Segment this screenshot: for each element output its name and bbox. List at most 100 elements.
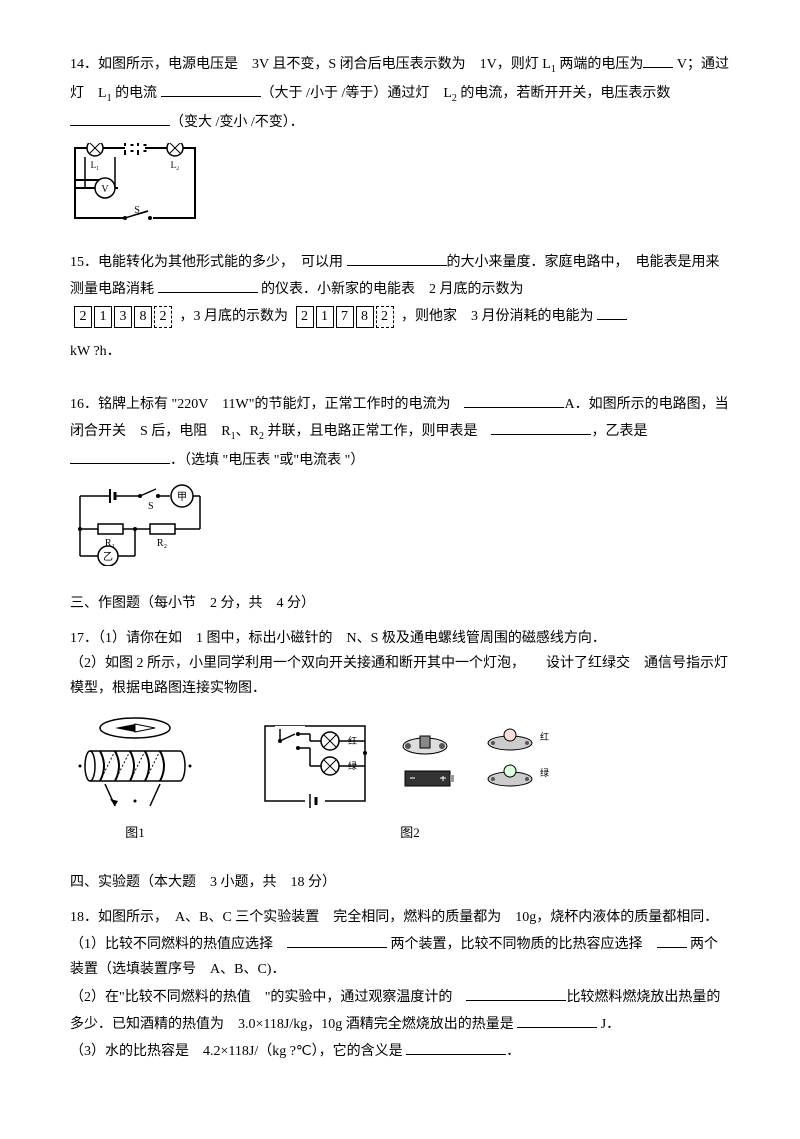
q15-unit: kW ?h．: [70, 339, 730, 364]
svg-text:V: V: [101, 184, 109, 195]
fig2-label: 图2: [400, 821, 420, 844]
q16-blank1: [464, 390, 564, 408]
q15-t7: ，3 月底的示数为: [180, 309, 289, 324]
q18-s2-label: （2）在"比较不同燃料的热值: [70, 990, 251, 1005]
q15-text: 15．电能转化为其他形式能的多少， 可以用 的大小来量度．家庭电路中， 电能表是…: [70, 248, 730, 302]
svg-text:绿: 绿: [540, 767, 549, 778]
q14-l2-sub: 2: [452, 93, 457, 104]
q14-l1-sub-2: 1: [107, 93, 112, 104]
q18-s1-text: 两个装置，比较不同物质的比热容应选择: [391, 937, 643, 952]
question-18: 18．如图所示， A、B、C 三个实验装置 完全相同，燃料的质量都为 10g，烧…: [70, 905, 730, 1064]
s4-end: 分）: [308, 875, 336, 890]
q14-l1-sub: 1: [551, 64, 556, 75]
s4-t1: 四、实验题（本大题: [70, 875, 196, 890]
q17-fig1-ref: 1: [196, 631, 203, 646]
svg-text:L₂: L₂: [171, 160, 180, 170]
q15-t9: 3 月份消耗的电能为: [471, 309, 594, 324]
s3-t1: 三、作图题（每小节: [70, 596, 196, 611]
s4-mid: 小题，共: [221, 875, 277, 890]
q18-s3-label: （3）水的比热容是: [70, 1044, 189, 1059]
svg-text:乙: 乙: [103, 551, 113, 563]
q18-t1: ．如图所示，: [84, 910, 161, 925]
s3-p2: 4: [277, 596, 284, 611]
q17-p2-label: （2）如图: [70, 656, 133, 671]
q18-blank1: [287, 930, 387, 948]
q14-reading: 1V: [480, 57, 497, 72]
q14-text: 14．如图所示，电源电压是 3V 且不变，S 闭合后电压表示数为 1V，则灯 L…: [70, 50, 730, 135]
q18-mass: 10g: [515, 910, 536, 925]
q14-t7: 的电流: [115, 86, 157, 101]
digit: 2: [154, 306, 172, 328]
meter-reading-mar: 2 1 7 8 2: [296, 306, 394, 328]
q14-l1-2: L: [98, 86, 107, 101]
q16-r2: R: [250, 424, 259, 439]
q17-p1-label: ．（1）请你在如: [84, 631, 182, 646]
q16-circuit-diagram: S 甲 R₁ R₂ 乙: [70, 481, 730, 566]
q14-t9: 的电流，若断开开关，电压表示数: [460, 86, 670, 101]
q14-blank1: [643, 50, 673, 68]
q18-blank5: [406, 1037, 506, 1055]
svg-text:红: 红: [540, 731, 549, 742]
q16-t6: ，乙表是: [591, 424, 647, 439]
q16-r2-sub: 2: [259, 431, 264, 442]
q15-meters: 2 1 3 8 2 ，3 月底的示数为 2 1 7 8 2 ，则他家 3 月份消…: [70, 302, 730, 329]
q18-blank2: [657, 930, 687, 948]
q17-p1-text: 图中，标出小磁针的: [207, 631, 333, 646]
q14-blank2: [161, 79, 261, 97]
q18-s3-text: ，它的含义是: [319, 1044, 403, 1059]
q17-figures: 图1 红 绿: [70, 716, 730, 844]
q18-unit-j: J．: [601, 1017, 620, 1032]
q15-blank3: [597, 302, 627, 320]
q18-t4: ，烧杯内液体的质量都相同．: [536, 910, 718, 925]
q16-rating: "220V 11W": [172, 397, 255, 412]
question-16: 16．铭牌上标有 "220V 11W"的节能灯，正常工作时的电流为 A．如图所示…: [70, 390, 730, 566]
digit: 8: [134, 306, 152, 328]
q18-number: 18: [70, 910, 84, 925]
q16-blank2: [491, 417, 591, 435]
q17-fig2-ref: 2: [137, 656, 144, 671]
s3-end: 分）: [287, 596, 315, 611]
q18-sub1: （1）比较不同燃料的热值应选择 两个装置，比较不同物质的比热容应选择 两个装置（…: [70, 930, 730, 982]
q15-number: 15: [70, 255, 84, 270]
q17-p1-text2: 极及通电螺线管周围的磁感线方向．: [382, 631, 606, 646]
q16-r1: R: [221, 424, 230, 439]
digit: 2: [296, 306, 314, 328]
meter-reading-feb: 2 1 3 8 2: [74, 306, 172, 328]
q16-switch: S: [140, 424, 148, 439]
q14-t10: （变大 /变小 /不变）．: [170, 115, 304, 130]
q18-t3: 完全相同，燃料的质量都为: [333, 910, 501, 925]
q17-part1: 17．（1）请你在如 1 图中，标出小磁针的 N、S 极及通电螺线管周围的磁感线…: [70, 626, 730, 651]
q15-t1: ．电能转化为其他形式能的多少，: [84, 255, 287, 270]
q14-number: 14: [70, 57, 84, 72]
q14-blank3: [70, 108, 170, 126]
svg-text:L₁: L₁: [91, 160, 100, 170]
q18-t2: 三个实验装置: [235, 910, 319, 925]
q14-t3: 闭合后电压表示数为: [340, 57, 466, 72]
q18-blank3: [466, 983, 566, 1001]
q14-voltage: 3V: [252, 57, 269, 72]
q17-p2-t2: 设计了红绿交: [546, 656, 630, 671]
q18-s1-label: （1）比较不同燃料的热值应选择: [70, 937, 273, 952]
q17-p2-t1: 所示，小里同学利用一个双向开关接通和断开其中一个灯泡，: [147, 656, 518, 671]
q16-sep: 、: [236, 424, 250, 439]
q15-t6: 2 月底的示数为: [429, 282, 524, 297]
question-15: 15．电能转化为其他形式能的多少， 可以用 的大小来量度．家庭电路中， 电能表是…: [70, 248, 730, 365]
q18-water-value: 4.2×118J/（kg ?℃）: [203, 1044, 319, 1059]
digit: 1: [316, 306, 334, 328]
q16-t1: ．铭牌上标有: [84, 397, 168, 412]
q18-s2-t3: ，10g 酒精完全燃烧放出的热量是: [307, 1017, 514, 1032]
q18-s1-end: )．: [267, 962, 286, 977]
digit: 2: [74, 306, 92, 328]
svg-text:甲: 甲: [177, 492, 187, 503]
q17-number: 17: [70, 631, 84, 646]
q14-t5: 两端的电压为: [559, 57, 643, 72]
q17-part2: （2）如图 2 所示，小里同学利用一个双向开关接通和断开其中一个灯泡， 设计了红…: [70, 651, 730, 701]
q14-l2: L: [443, 86, 452, 101]
q18-sub3: （3）水的比热容是 4.2×118J/（kg ?℃），它的含义是 ．: [70, 1037, 730, 1064]
fig1-label: 图1: [125, 821, 145, 844]
q15-t10: kW ?h．: [70, 344, 121, 359]
q16-unit: A: [564, 397, 574, 412]
s3-mid: 分，共: [221, 596, 263, 611]
section-3-title: 三、作图题（每小节 2 分，共 4 分）: [70, 591, 730, 616]
q14-t2: 且不变，: [272, 57, 328, 72]
